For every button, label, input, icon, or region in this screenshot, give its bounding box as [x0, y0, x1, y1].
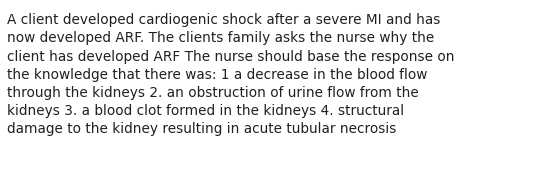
Text: A client developed cardiogenic shock after a severe MI and has
now developed ARF: A client developed cardiogenic shock aft…	[7, 13, 454, 136]
